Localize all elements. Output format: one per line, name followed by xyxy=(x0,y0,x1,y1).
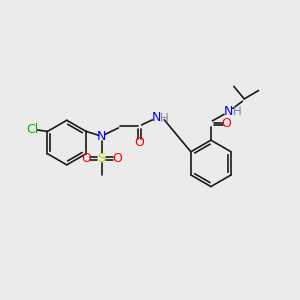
Text: S: S xyxy=(98,152,106,165)
Text: O: O xyxy=(221,117,231,130)
Text: Cl: Cl xyxy=(26,123,38,136)
Text: N: N xyxy=(224,105,233,118)
Text: H: H xyxy=(160,112,169,124)
Text: O: O xyxy=(112,152,122,165)
Text: N: N xyxy=(152,111,161,124)
Text: H: H xyxy=(232,106,241,118)
Text: N: N xyxy=(97,130,106,143)
Text: O: O xyxy=(134,136,144,149)
Text: O: O xyxy=(81,152,91,165)
